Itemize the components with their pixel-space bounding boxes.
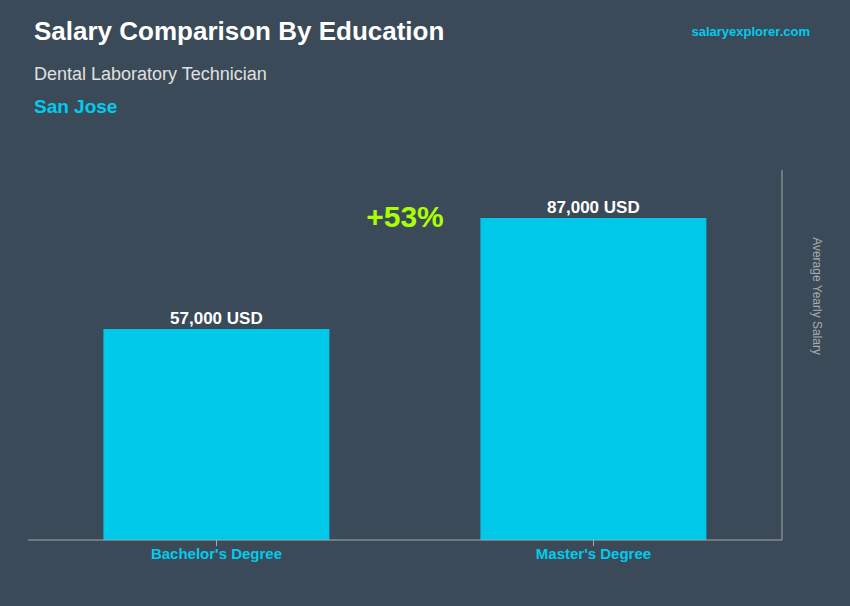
svg-text:Average Yearly Salary: Average Yearly Salary	[810, 237, 824, 355]
html-text:+53%: +53%	[366, 200, 444, 233]
svg-text:57,000 USD: 57,000 USD	[170, 309, 263, 328]
html-text:San Jose: San Jose	[34, 96, 118, 117]
svg-text:Master's Degree: Master's Degree	[536, 545, 651, 562]
svg-text:Bachelor's Degree: Bachelor's Degree	[151, 545, 282, 562]
svg-text:87,000 USD: 87,000 USD	[547, 198, 640, 217]
html-text:salaryexplorer.com: salaryexplorer.com	[691, 24, 810, 39]
html-text:Salary Comparison By Education: Salary Comparison By Education	[34, 16, 445, 46]
html-text:Dental Laboratory Technician: Dental Laboratory Technician	[34, 64, 267, 84]
